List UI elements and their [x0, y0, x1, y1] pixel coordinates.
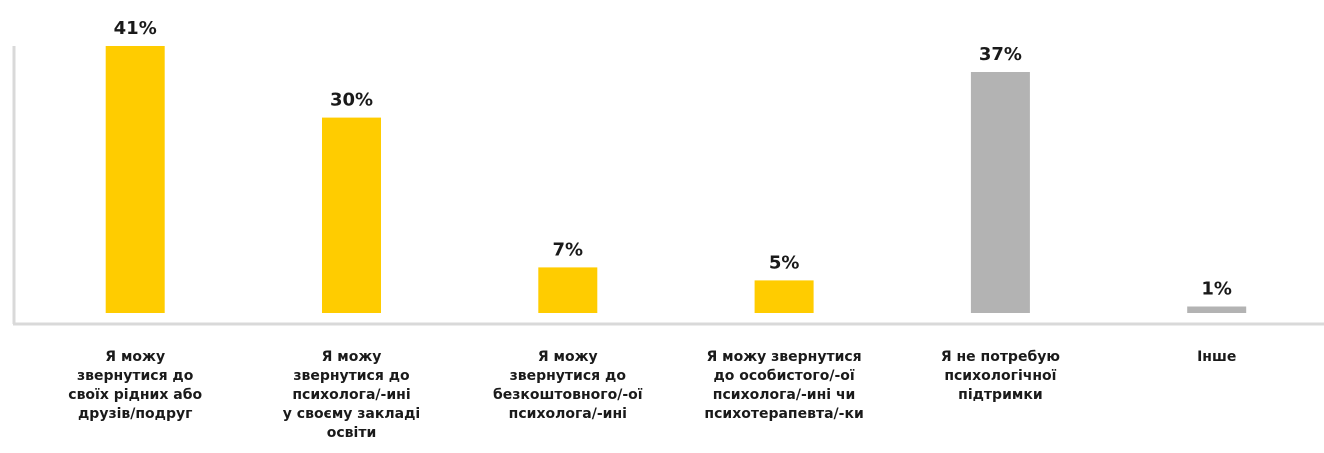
value-label-1: 41%	[114, 18, 157, 39]
value-label-6: 1%	[1201, 279, 1232, 300]
bar-2	[322, 117, 381, 313]
category-label-1: Я можу звернутися до своїх рідних або друзі…	[68, 349, 202, 422]
axis-layer	[12, 46, 1324, 326]
category-label-line: психолога/-ині	[292, 387, 410, 403]
bar-5	[970, 72, 1030, 313]
category-label-4: Я можу звернутися до особистого/-ої психол…	[704, 349, 863, 422]
category-label-line: звернутися до	[293, 368, 410, 384]
labels-layer: 41% Я можу звернутися до своїх рідних або др…	[68, 18, 1236, 441]
category-label-line: своїх рідних або	[68, 387, 202, 403]
category-label-line: психологічної	[944, 368, 1056, 384]
value-label-4: 5%	[769, 252, 800, 273]
category-label-5: Я не потребую психологічної підтримки	[941, 349, 1060, 403]
value-label-5: 37%	[979, 44, 1022, 65]
category-label-3: Я можу звернутися до безкоштовного/-ої псих…	[493, 349, 643, 422]
bars-layer	[105, 46, 1247, 313]
bar-6	[1187, 306, 1247, 313]
category-label-line: Інше	[1197, 349, 1236, 365]
category-label-line: безкоштовного/-ої	[493, 387, 643, 403]
value-label-3: 7%	[553, 239, 584, 260]
category-label-line: підтримки	[958, 387, 1042, 403]
category-label-6: Інше	[1197, 349, 1236, 365]
bar-3	[538, 267, 598, 313]
category-label-line: Я можу	[322, 349, 382, 365]
category-label-line: Я можу звернутися	[707, 349, 862, 365]
bar-1	[105, 46, 165, 313]
value-label-2: 30%	[330, 90, 373, 111]
bar-4	[754, 280, 814, 313]
category-label-line: у своєму закладі	[283, 406, 420, 422]
category-label-line: до особистого/-ої	[713, 368, 854, 384]
category-label-line: Я можу	[538, 349, 598, 365]
category-label-line: звернутися до	[510, 368, 627, 384]
category-label-line: друзів/подруг	[78, 406, 192, 422]
category-label-line: психотерапевта/-ки	[704, 406, 863, 422]
category-label-line: Я не потребую	[941, 349, 1060, 365]
category-label-line: Я можу	[105, 349, 165, 365]
category-label-line: психолога/-ині	[509, 406, 627, 422]
category-label-line: освіти	[327, 425, 377, 441]
category-label-2: Я можу звернутися до психолога/-ині у своєм…	[283, 349, 420, 441]
category-label-line: звернутися до	[77, 368, 194, 384]
category-label-line: психолога/-ині чи	[713, 387, 856, 403]
